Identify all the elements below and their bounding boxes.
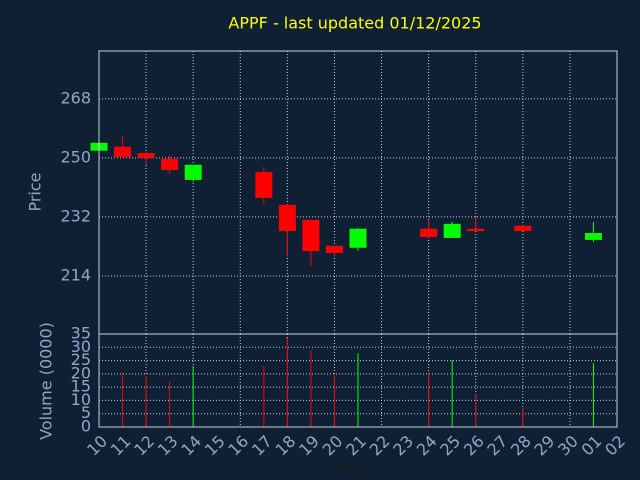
y2-tick-label: 5: [81, 403, 91, 422]
candle-body: [255, 172, 273, 198]
candle-body: [325, 245, 343, 254]
y2-tick-label: 25: [71, 350, 91, 369]
y-tick-label: 232: [60, 206, 91, 225]
y-tick-label: 250: [60, 147, 91, 166]
volume-axis-label: Volume (0000): [37, 322, 56, 440]
candle-body: [278, 204, 296, 232]
candle-body: [584, 232, 602, 240]
y2-tick-label: 15: [71, 377, 91, 396]
y2-tick-label: 35: [71, 324, 91, 343]
candle-body: [420, 228, 438, 237]
candle-body: [467, 228, 485, 232]
candle-body: [114, 146, 132, 157]
y2-tick-label: 20: [71, 363, 91, 382]
y2-tick-label: 10: [71, 390, 91, 409]
candle-body: [302, 219, 320, 252]
candle-body: [137, 152, 155, 158]
candle-body: [161, 158, 179, 171]
y-tick-label: 268: [60, 88, 91, 107]
x-axis-label: Day: [332, 456, 364, 475]
y-tick-label: 214: [60, 265, 91, 284]
y2-tick-label: 0: [81, 417, 91, 436]
candle-body: [514, 225, 532, 232]
y-axis-label: Price: [26, 172, 45, 211]
volume-frame: [98, 333, 618, 428]
candle-body: [443, 223, 461, 238]
candle-body: [349, 228, 367, 248]
chart-title: APPF - last updated 01/12/2025: [228, 14, 481, 33]
y2-tick-label: 30: [71, 337, 91, 356]
candle-body: [184, 164, 202, 180]
